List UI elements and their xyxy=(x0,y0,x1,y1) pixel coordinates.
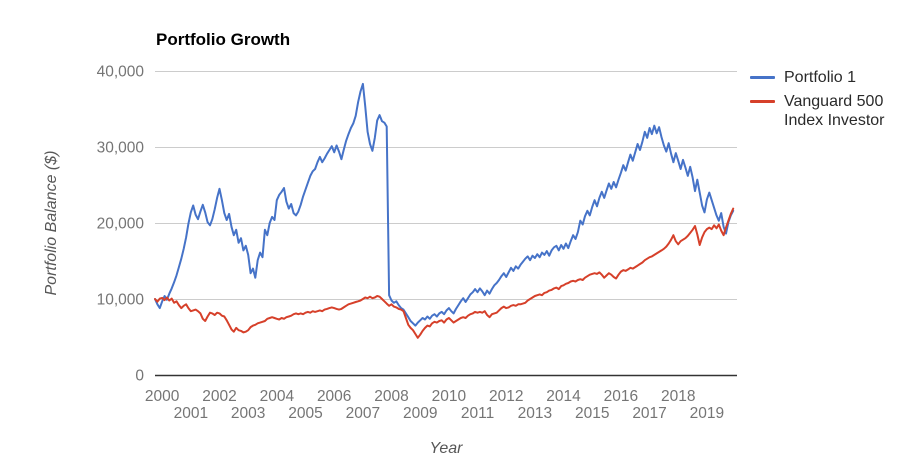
legend-item-portfolio-1[interactable]: Portfolio 1 xyxy=(750,68,910,87)
vanguard-500-line[interactable] xyxy=(154,207,735,339)
y-axis-title: Portfolio Balance ($) xyxy=(43,150,60,296)
x-tick-label: 2003 xyxy=(231,405,265,422)
x-tick-label: 2010 xyxy=(432,388,467,405)
x-tick-label: 2013 xyxy=(518,405,552,422)
x-tick-label: 2004 xyxy=(260,388,295,405)
x-tick-label: 2012 xyxy=(489,388,523,405)
legend: Portfolio 1 Vanguard 500 Index Investor xyxy=(750,68,910,130)
y-tick-label: 20,000 xyxy=(97,216,145,233)
x-tick-label: 2000 xyxy=(145,388,180,405)
x-axis-title: Year xyxy=(429,440,463,457)
x-tick-label: 2009 xyxy=(403,405,437,422)
x-tick-label: 2007 xyxy=(346,405,380,422)
portfolio-1-line-swatch xyxy=(750,76,775,79)
x-tick-label: 2002 xyxy=(202,388,236,405)
legend-label-portfolio-1: Portfolio 1 xyxy=(784,69,857,86)
x-tick-label: 2005 xyxy=(288,405,322,422)
y-tick-label: 0 xyxy=(135,368,144,385)
x-tick-label: 2015 xyxy=(575,405,609,422)
x-tick-label: 2016 xyxy=(604,388,638,405)
legend-item-vanguard-500[interactable]: Vanguard 500 Index Investor xyxy=(750,92,910,130)
legend-label-vanguard-500: Vanguard 500 Index Investor xyxy=(784,93,885,129)
x-tick-label: 2008 xyxy=(374,388,408,405)
x-tick-label: 2018 xyxy=(661,388,695,405)
x-tick-label: 2017 xyxy=(632,405,666,422)
x-tick-label: 2001 xyxy=(174,405,208,422)
vanguard-500-line-swatch xyxy=(750,100,775,103)
chart-title: Portfolio Growth xyxy=(156,30,291,49)
y-tick-label: 40,000 xyxy=(97,64,145,81)
y-tick-label: 10,000 xyxy=(97,292,145,309)
x-tick-label: 2014 xyxy=(546,388,581,405)
x-tick-label: 2019 xyxy=(690,405,724,422)
portfolio-1-line[interactable] xyxy=(154,82,735,327)
x-tick-label: 2006 xyxy=(317,388,351,405)
x-tick-label: 2011 xyxy=(461,405,494,422)
y-tick-label: 30,000 xyxy=(97,140,145,157)
